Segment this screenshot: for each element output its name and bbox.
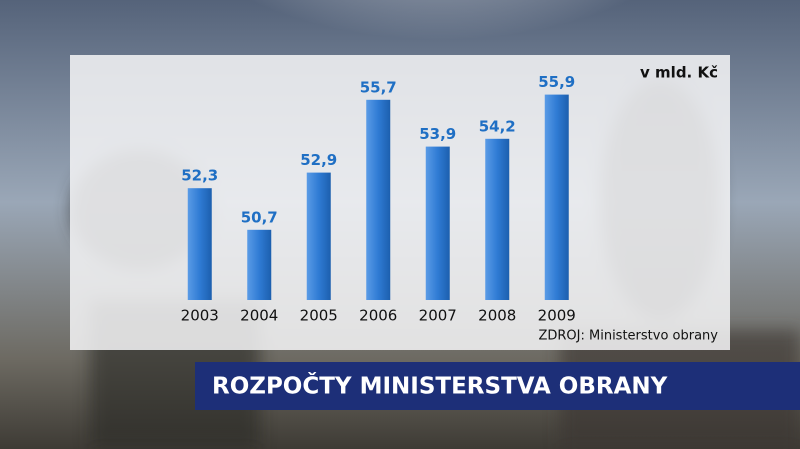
x-tick-label: 2006	[359, 307, 397, 325]
x-tick-label: 2004	[240, 307, 278, 325]
bar	[247, 229, 272, 300]
source: ZDROJ: Ministerstvo obrany	[538, 329, 718, 344]
x-tick-label: 2009	[538, 307, 576, 325]
bar	[425, 146, 450, 300]
value-label: 54,2	[479, 117, 516, 135]
x-tick-label: 2003	[181, 307, 219, 325]
value-label: 52,3	[181, 167, 218, 185]
x-tick-label: 2005	[300, 307, 338, 325]
bar	[366, 99, 391, 300]
chart-title: ROZPOČTY MINISTERSTVA OBRANY	[212, 372, 668, 400]
value-label: 52,9	[300, 151, 337, 169]
bar	[306, 172, 331, 300]
unit-label: v mld. Kč	[640, 64, 718, 82]
chart-panel	[70, 55, 730, 350]
x-tick-label: 2008	[478, 307, 516, 325]
bar	[485, 138, 510, 300]
bar	[187, 188, 212, 300]
value-label: 50,7	[241, 208, 278, 226]
bar	[544, 94, 569, 300]
value-label: 53,9	[419, 125, 456, 143]
x-tick-label: 2007	[419, 307, 457, 325]
title-banner	[195, 362, 800, 410]
value-label: 55,9	[538, 73, 575, 91]
value-label: 55,7	[360, 78, 397, 96]
